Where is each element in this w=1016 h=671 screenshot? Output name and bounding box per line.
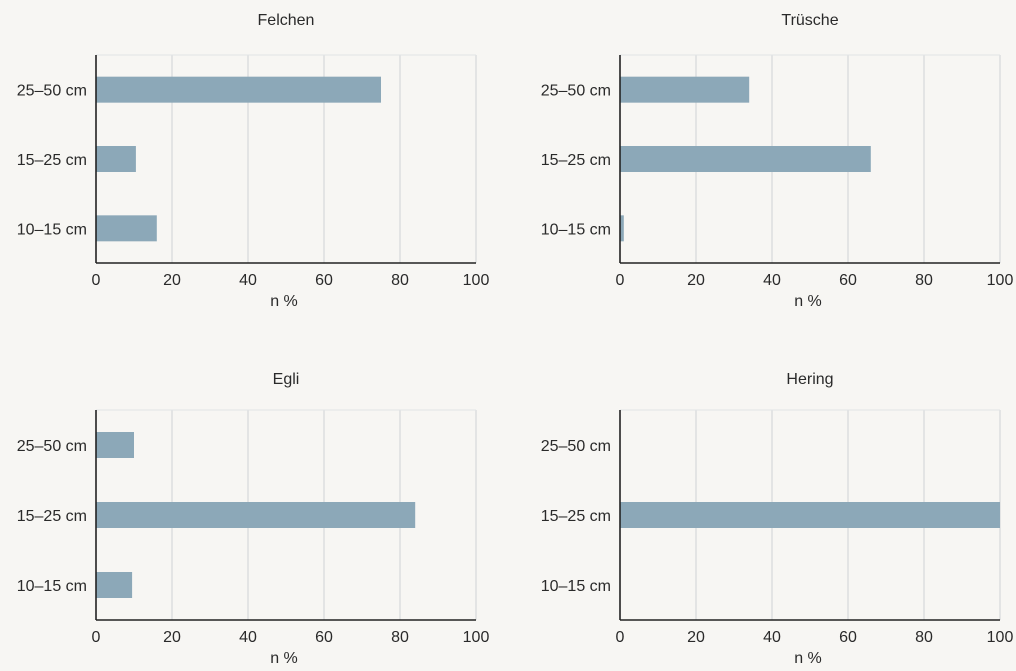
x-tick-label: 80 [391,272,409,289]
bar [96,572,133,598]
chart-title: Hering [786,371,833,388]
x-axis-label: n % [270,650,298,666]
y-tick-label: 15–25 cm [17,508,87,525]
y-tick-label: 15–25 cm [541,152,611,169]
x-tick-label: 100 [987,629,1014,646]
x-tick-label: 0 [92,629,101,646]
chart-panel: Egli 25–50 cm 15–25 cm 10–15 cm 0 20 40 60 80 100… [17,371,490,667]
x-tick-label: 0 [616,272,625,289]
x-tick-label: 40 [239,272,257,289]
x-tick-label: 40 [763,272,781,289]
y-tick-label: 25–50 cm [17,438,87,455]
x-tick-label: 100 [987,272,1014,289]
bar [96,146,136,172]
x-tick-label: 40 [239,629,257,646]
x-tick-label: 60 [839,629,857,646]
x-tick-label: 20 [163,629,181,646]
chart-title: Egli [273,371,300,388]
bar [620,502,1000,528]
chart-title: Trüsche [781,12,838,29]
x-tick-label: 20 [687,629,705,646]
y-tick-label: 10–15 cm [17,578,87,595]
chart-title: Felchen [258,12,315,29]
x-tick-label: 40 [763,629,781,646]
bar [620,215,624,242]
bar [620,76,750,103]
x-tick-label: 100 [463,272,490,289]
y-tick-label: 25–50 cm [541,83,611,100]
x-tick-label: 0 [616,629,625,646]
x-axis-label: n % [794,650,822,666]
x-tick-label: 80 [915,629,933,646]
x-tick-label: 60 [839,272,857,289]
chart-panel: Felchen 25–50 cm 15–25 cm 10–15 cm 0 20 40 60 80… [17,12,490,310]
bar [620,146,871,172]
bar [96,76,381,103]
bar [96,215,157,242]
bar [96,432,134,458]
x-tick-label: 60 [315,272,333,289]
x-tick-label: 0 [92,272,101,289]
x-tick-label: 100 [463,629,490,646]
y-tick-label: 25–50 cm [541,438,611,455]
x-tick-label: 20 [687,272,705,289]
y-tick-label: 10–15 cm [541,578,611,595]
x-tick-label: 20 [163,272,181,289]
y-tick-label: 25–50 cm [17,83,87,100]
bar [96,502,416,528]
x-tick-label: 80 [391,629,409,646]
chart-panel: Trüsche 25–50 cm 15–25 cm 10–15 cm 0 20 40 60 80… [541,12,1014,310]
x-axis-label: n % [270,293,298,310]
y-tick-label: 10–15 cm [541,221,611,238]
x-tick-label: 60 [315,629,333,646]
y-tick-label: 15–25 cm [17,152,87,169]
x-axis-label: n % [794,293,822,310]
chart-panel: Hering 25–50 cm 15–25 cm 10–15 cm 0 20 40 60 80 1… [541,371,1014,667]
y-tick-label: 10–15 cm [17,221,87,238]
x-tick-label: 80 [915,272,933,289]
y-tick-label: 15–25 cm [541,508,611,525]
